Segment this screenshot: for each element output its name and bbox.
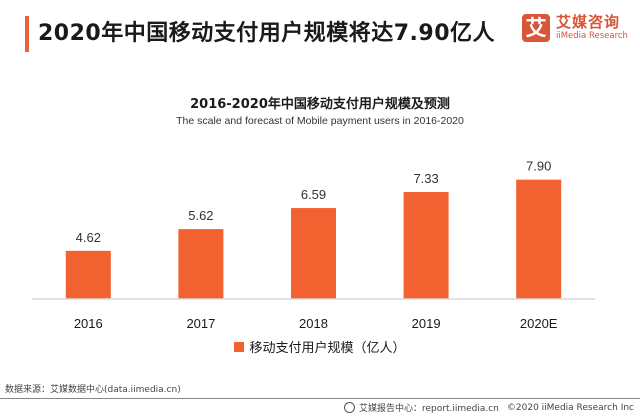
chart-legend: 移动支付用户规模（亿人） — [0, 337, 640, 356]
x-tick-label-2016: 2016 — [74, 316, 103, 331]
brand-logo: 艾 艾媒咨询 iiMedia Research — [522, 14, 628, 42]
footer-report-center: 艾媒报告中心：report.iimedia.cn — [358, 404, 499, 414]
x-tick-label-2017: 2017 — [186, 316, 215, 331]
bar-2018 — [291, 208, 336, 299]
x-tick-label-2019: 2019 — [412, 316, 441, 331]
data-label-2017: 5.62 — [188, 208, 213, 223]
x-tick-label-2018: 2018 — [299, 316, 328, 331]
data-label-2018: 6.59 — [301, 187, 326, 202]
bar-2019 — [403, 192, 449, 299]
footer-copyright: ©2020 iiMedia Research Inc — [506, 402, 634, 413]
data-label-2016: 4.62 — [76, 230, 101, 245]
logo-name-en: iiMedia Research — [556, 31, 628, 41]
logo-name-cn: 艾媒咨询 — [556, 13, 621, 31]
x-tick-label-2020E: 2020E — [520, 316, 558, 331]
report-center-icon — [343, 402, 355, 413]
footer-divider — [0, 398, 640, 399]
footer: 艾媒报告中心：report.iimedia.cn ©2020 iiMedia R… — [343, 401, 634, 414]
data-label-2019: 7.33 — [413, 171, 438, 186]
logo-mark-icon: 艾 — [522, 14, 550, 42]
bar-2016 — [65, 250, 111, 299]
legend-swatch — [234, 341, 245, 352]
data-source: 数据来源：艾媒数据中心(data.iimedia.cn) — [5, 385, 181, 395]
title-accent-bar — [25, 16, 29, 52]
chart-subtitle: The scale and forecast of Mobile payment… — [176, 115, 464, 127]
legend-label: 移动支付用户规模（亿人） — [249, 341, 406, 356]
chart-title: 2016-2020年中国移动支付用户规模及预测 — [190, 97, 450, 112]
page-title: 2020年中国移动支付用户规模将达7.90亿人 — [38, 21, 496, 46]
bar-2017 — [178, 229, 224, 299]
data-label-2020E: 7.90 — [526, 159, 551, 174]
bar-2020E — [516, 179, 562, 299]
